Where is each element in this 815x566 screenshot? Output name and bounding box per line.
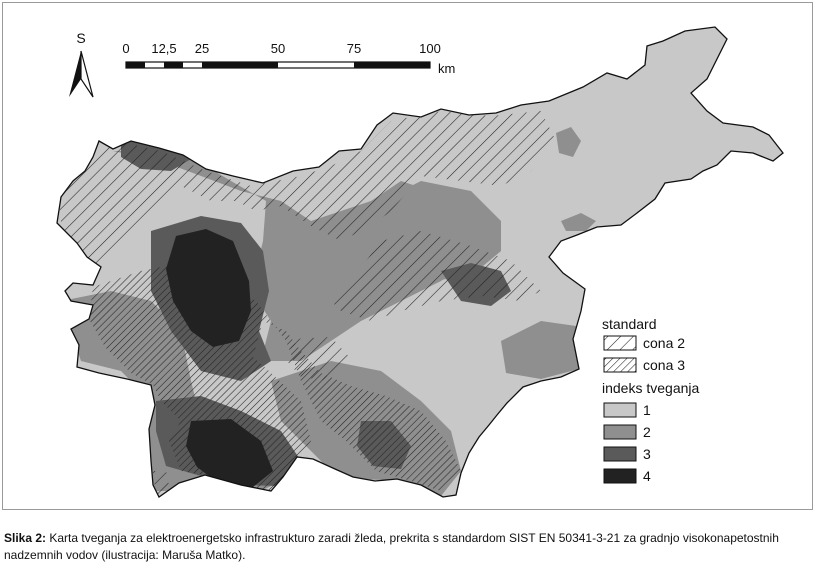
legend-swatch-risk-2 bbox=[603, 424, 637, 440]
legend-swatch-cona-3 bbox=[603, 357, 637, 373]
caption-label: Slika 2: bbox=[4, 531, 47, 545]
legend-label-risk-4: 4 bbox=[643, 468, 651, 484]
scale-tick-12-5: 12,5 bbox=[151, 41, 176, 56]
legend-swatch-risk-4 bbox=[603, 468, 637, 484]
legend-risk-title: indeks tveganja bbox=[602, 380, 700, 396]
north-arrow: S bbox=[69, 30, 94, 98]
caption-text: Karta tveganja za elektroenergetsko infr… bbox=[4, 531, 779, 562]
standard-zones bbox=[59, 111, 556, 497]
legend-swatch-cona-2 bbox=[603, 335, 637, 351]
scale-unit: km bbox=[438, 61, 455, 76]
legend-label-cona-2: cona 2 bbox=[643, 335, 685, 351]
risk-map: S 0 12,5 25 50 75 100 km standard cona 2… bbox=[56, 26, 784, 498]
north-arrow-icon bbox=[69, 51, 81, 97]
legend-label-risk-3: 3 bbox=[643, 446, 651, 462]
north-arrow-letter: S bbox=[76, 30, 85, 46]
scale-tick-100: 100 bbox=[419, 41, 441, 56]
scale-tick-0: 0 bbox=[122, 41, 129, 56]
figure-frame: S 0 12,5 25 50 75 100 km standard cona 2… bbox=[2, 2, 813, 510]
legend-label-cona-3: cona 3 bbox=[643, 357, 685, 373]
scale-tick-25: 25 bbox=[195, 41, 209, 56]
legend-swatch-risk-1 bbox=[603, 402, 637, 418]
legend-label-risk-1: 1 bbox=[643, 402, 651, 418]
legend: standard cona 2 cona 3 indeks tveganja 1… bbox=[602, 316, 700, 484]
figure-caption: Slika 2: Karta tveganja za elektroenerge… bbox=[4, 530, 810, 564]
scale-tick-50: 50 bbox=[271, 41, 285, 56]
scale-tick-75: 75 bbox=[347, 41, 361, 56]
legend-standard-title: standard bbox=[602, 316, 656, 332]
legend-swatch-risk-3 bbox=[603, 446, 637, 462]
scale-bar: 0 12,5 25 50 75 100 km bbox=[122, 41, 455, 76]
legend-label-risk-2: 2 bbox=[643, 424, 651, 440]
